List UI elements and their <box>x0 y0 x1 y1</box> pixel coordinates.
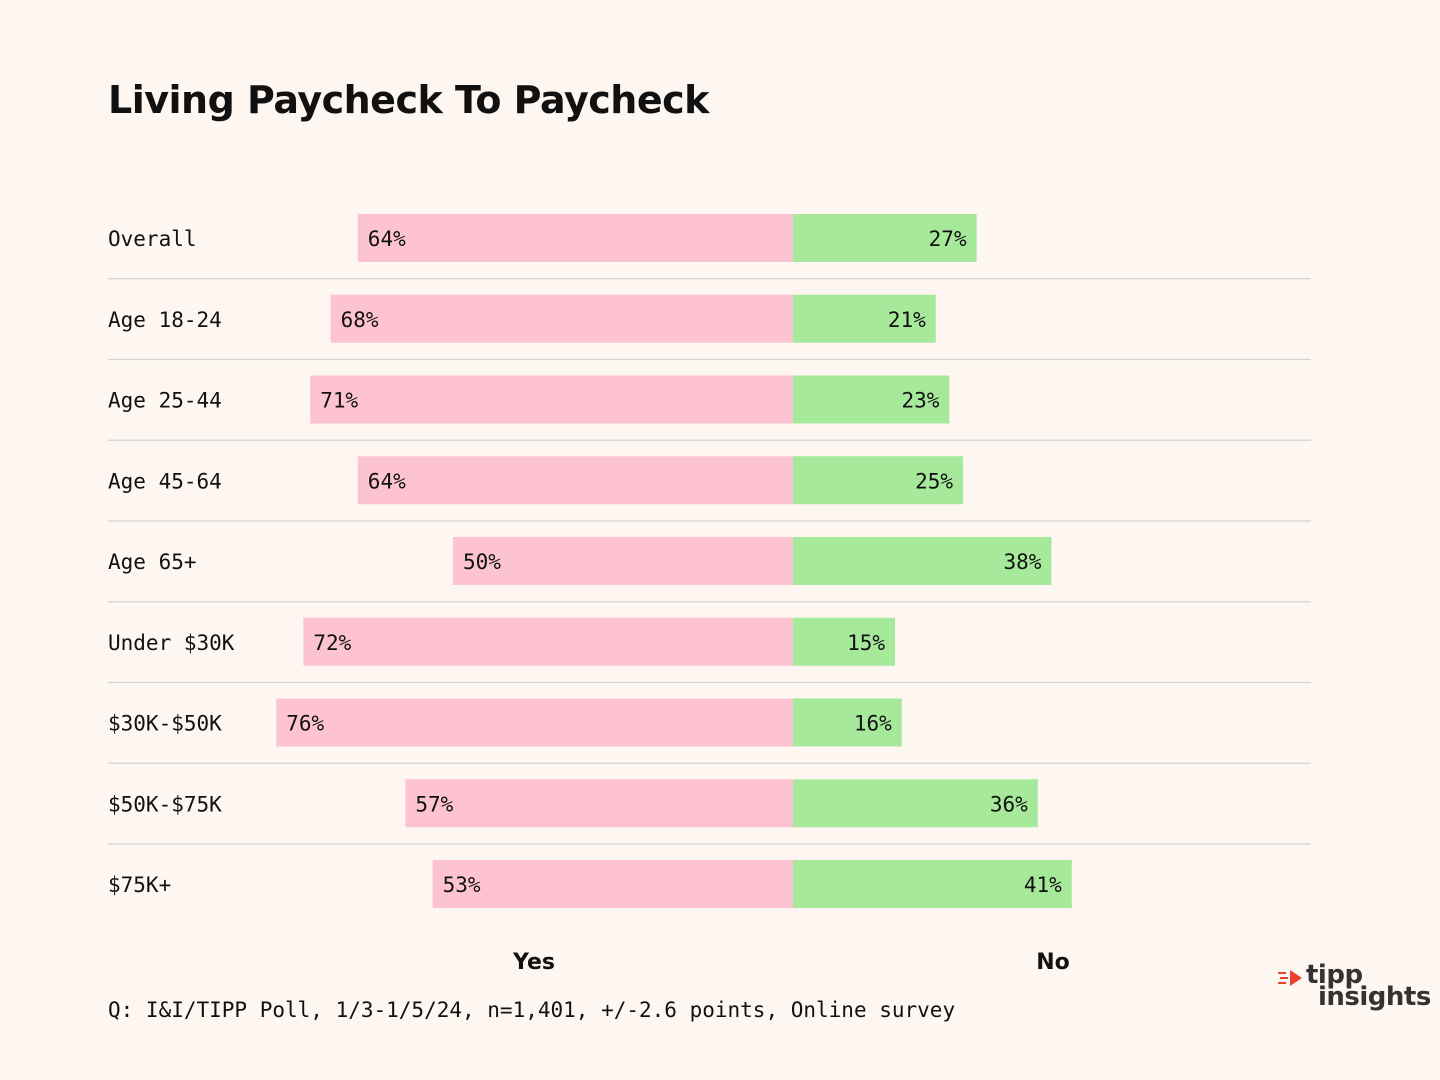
value-label-yes: 68% <box>341 308 379 332</box>
logo-arrow-icon <box>1278 970 1302 986</box>
value-label-no: 15% <box>847 631 885 655</box>
bar-yes <box>310 375 793 424</box>
tipp-insights-logo: tipp insights <box>1278 960 1431 1018</box>
category-label: Under $30K <box>108 631 235 655</box>
logo-text-insights: insights <box>1318 982 1431 1012</box>
category-label: $50K-$75K <box>108 792 222 816</box>
bar-no <box>793 456 963 505</box>
bar-no <box>793 294 936 343</box>
value-label-no: 23% <box>901 389 939 413</box>
bar-no <box>793 698 902 747</box>
value-label-no: 36% <box>990 792 1028 816</box>
axis-label-no: No <box>1036 950 1070 975</box>
value-label-no: 16% <box>854 712 892 736</box>
bar-yes <box>276 698 793 747</box>
bar-yes <box>357 214 793 262</box>
bar-no <box>793 860 1072 908</box>
category-label: $30K-$50K <box>108 712 222 736</box>
value-label-no: 38% <box>1003 550 1041 574</box>
logo-text-tipp: tipp <box>1306 960 1363 990</box>
value-label-no: 27% <box>929 227 967 251</box>
bar-no <box>793 214 977 262</box>
value-label-yes: 50% <box>463 550 501 574</box>
bar-yes <box>303 617 793 666</box>
bar-yes <box>405 779 793 828</box>
category-label: Age 25-44 <box>108 389 222 413</box>
chart-title: Living Paycheck To Paycheck <box>108 78 709 122</box>
category-label: Overall <box>108 227 197 251</box>
value-label-yes: 53% <box>443 873 481 897</box>
bar-no <box>793 537 1052 585</box>
bar-no <box>793 779 1038 828</box>
value-label-yes: 57% <box>415 792 453 816</box>
category-label: Age 18-24 <box>108 308 222 332</box>
category-label: Age 65+ <box>108 550 197 574</box>
axis-label-yes: Yes <box>512 950 555 975</box>
survey-footnote: Q: I&I/TIPP Poll, 1/3-1/5/24, n=1,401, +… <box>108 998 956 1022</box>
value-label-yes: 64% <box>368 469 406 493</box>
bar-yes <box>330 294 793 343</box>
value-label-no: 25% <box>915 469 953 493</box>
bar-no <box>793 617 895 666</box>
value-label-yes: 71% <box>320 389 358 413</box>
category-label: $75K+ <box>108 873 171 897</box>
value-label-no: 21% <box>888 308 926 332</box>
value-label-yes: 64% <box>368 227 406 251</box>
bar-yes <box>453 537 793 585</box>
bar-no <box>793 375 950 424</box>
value-label-yes: 72% <box>313 631 351 655</box>
value-label-no: 41% <box>1024 873 1062 897</box>
bar-yes <box>432 860 793 908</box>
bar-yes <box>357 456 793 505</box>
category-label: Age 45-64 <box>108 469 222 493</box>
value-label-yes: 76% <box>286 712 324 736</box>
